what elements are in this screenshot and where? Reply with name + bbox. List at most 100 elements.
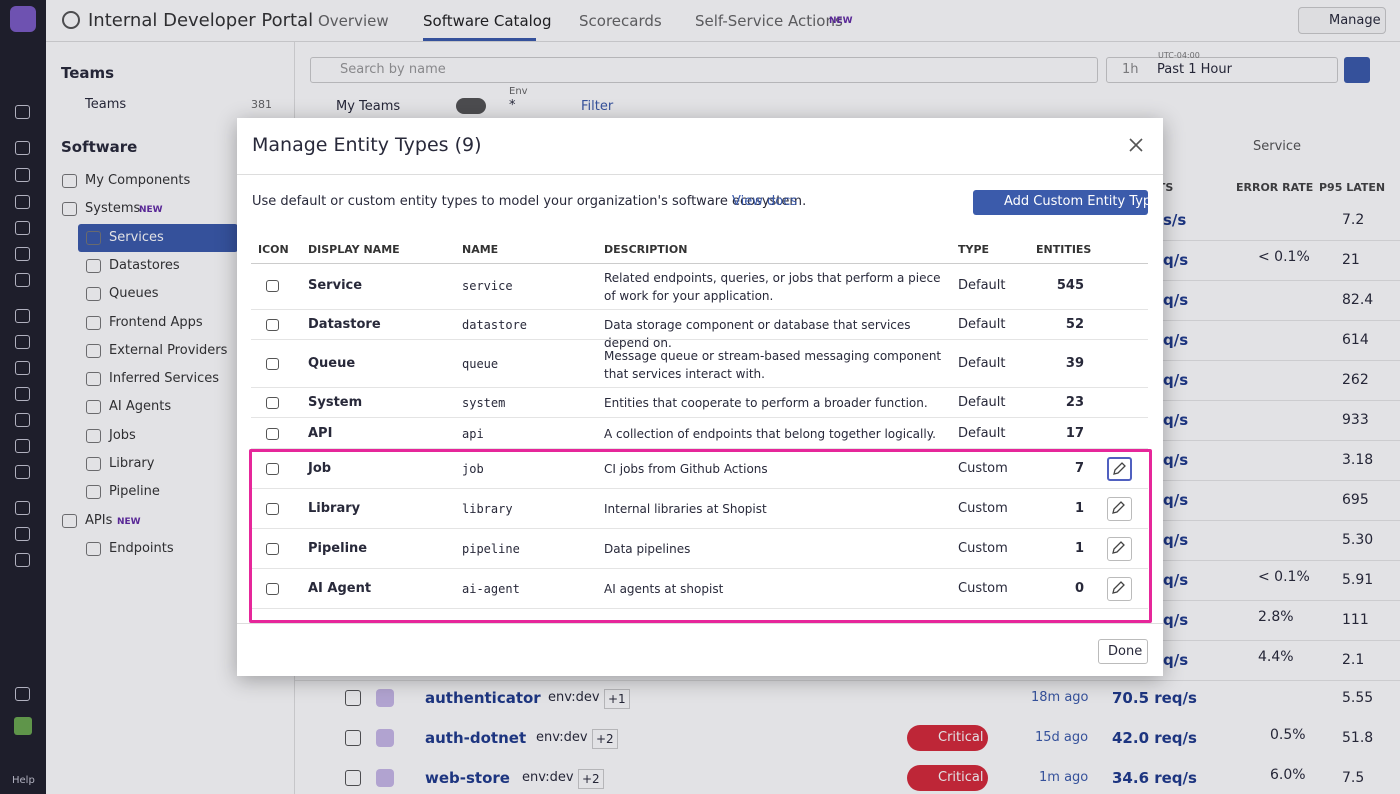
pause-button[interactable] — [1344, 57, 1370, 83]
header-divider — [237, 174, 1163, 175]
sidebar-item: Jobs — [109, 427, 136, 443]
nav-tab: Scorecards — [579, 12, 662, 30]
top-nav — [46, 0, 1400, 42]
req-rate: s/s — [1163, 211, 1187, 229]
sidebar-item: AI Agents — [109, 399, 172, 415]
teams-count: 381 — [251, 98, 272, 111]
display-name: Datastore — [308, 317, 381, 332]
entity-description: Message queue or stream-based messaging … — [604, 349, 942, 381]
table-header: ENTITIES — [1036, 243, 1092, 256]
entity-type: Default — [958, 356, 1006, 371]
sidebar-item: Queues — [109, 286, 159, 302]
time-range: Past 1 Hour — [1157, 62, 1232, 77]
entity-icon — [266, 583, 279, 595]
entity-count: 17 — [1065, 426, 1084, 441]
column-header: P95 LATEN — [1319, 181, 1386, 194]
display-name: Pipeline — [308, 541, 368, 556]
req-rate: q/s — [1163, 411, 1189, 429]
time-picker — [1106, 57, 1338, 83]
done-button[interactable]: Done — [1098, 639, 1148, 664]
p95-latency: 5.30 — [1342, 532, 1374, 548]
toggle — [456, 98, 486, 114]
p95-latency: 5.55 — [1342, 690, 1374, 706]
display-name: Service — [308, 278, 363, 293]
row-divider — [251, 309, 1148, 310]
sidebar-icon — [86, 315, 101, 330]
edit-button[interactable] — [1107, 537, 1132, 561]
add-service: Service — [1253, 139, 1302, 154]
updated: 1m ago — [1039, 770, 1089, 785]
star — [345, 730, 361, 746]
nav-tab: Overview — [318, 12, 389, 30]
req-rate: q/s — [1163, 491, 1189, 509]
entity-name: job — [462, 462, 484, 476]
row-divider — [295, 680, 1400, 681]
add-type-button[interactable]: Add Custom Entity Type — [973, 190, 1159, 215]
error-rate: < 0.1% — [1258, 249, 1310, 265]
sidebar-icon — [62, 513, 77, 528]
entity-description: Internal libraries at Shopist — [604, 502, 767, 516]
footer-divider — [237, 623, 1163, 624]
timezone: UTC-04:00 — [1158, 51, 1200, 60]
entity-type: Custom — [958, 501, 1008, 516]
p95-latency: 5.91 — [1342, 572, 1374, 588]
teams-heading: Teams — [61, 64, 115, 82]
row-divider — [251, 448, 1148, 449]
sidebar-item: Datastores — [109, 257, 180, 273]
display-name: Library — [308, 501, 361, 516]
entity-icon — [266, 358, 279, 370]
sidebar-item: Frontend Apps — [109, 314, 203, 330]
entity-description: Related endpoints, queries, or jobs that… — [604, 271, 941, 303]
sidebar-icon — [86, 230, 101, 245]
entity-type: Default — [958, 395, 1006, 410]
sidebar-icon — [86, 541, 101, 556]
rail-icon — [15, 247, 30, 261]
edit-button[interactable] — [1107, 457, 1132, 481]
rail-icon — [15, 387, 30, 401]
service-name: auth-dotnet — [425, 729, 527, 747]
status: Critical — [938, 730, 984, 745]
entity-name: api — [462, 427, 484, 441]
sidebar-item: External Providers — [109, 342, 228, 358]
entity-type: Custom — [958, 461, 1008, 476]
new-badge: NEW — [829, 16, 853, 26]
row-divider — [251, 608, 1148, 609]
req-rate: 70.5 req/s — [1112, 689, 1197, 707]
manage-button[interactable]: Manage — [1298, 7, 1386, 34]
entity-type: Default — [958, 317, 1006, 332]
edit-button[interactable] — [1107, 577, 1132, 601]
rail-icon — [15, 195, 30, 209]
env-tag: env:dev — [548, 690, 600, 705]
p95-latency: 2.1 — [1342, 652, 1365, 668]
entity-name: service — [462, 279, 513, 293]
rail-icon — [15, 527, 30, 541]
software-heading: Software — [61, 138, 138, 156]
entity-icon — [266, 280, 279, 292]
rail-icon — [15, 141, 30, 155]
env-label: Env — [509, 86, 528, 97]
time-short: 1h — [1122, 62, 1139, 77]
req-rate: 34.6 req/s — [1112, 769, 1197, 787]
type-icon — [376, 689, 394, 707]
edit-button[interactable] — [1107, 497, 1132, 521]
entity-count: 0 — [1074, 581, 1084, 596]
header-line — [251, 263, 1148, 264]
more-tags: +2 — [578, 769, 604, 789]
entity-description: Data pipelines — [604, 542, 691, 556]
close-button[interactable] — [1127, 136, 1145, 154]
sidebar-icon — [86, 258, 101, 273]
entity-count: 52 — [1065, 317, 1084, 332]
logo — [10, 6, 36, 32]
modal-title: Manage Entity Types (9) — [252, 134, 482, 156]
edit-icon — [1112, 501, 1125, 514]
table-header: DESCRIPTION — [604, 243, 688, 256]
edit-icon — [1112, 541, 1125, 554]
entity-count: 39 — [1065, 356, 1084, 371]
active-tab — [423, 38, 536, 41]
error-rate: < 0.1% — [1258, 569, 1310, 585]
star — [345, 770, 361, 786]
req-rate: q/s — [1163, 251, 1189, 269]
req-rate: q/s — [1163, 451, 1189, 469]
req-rate: q/s — [1163, 331, 1189, 349]
